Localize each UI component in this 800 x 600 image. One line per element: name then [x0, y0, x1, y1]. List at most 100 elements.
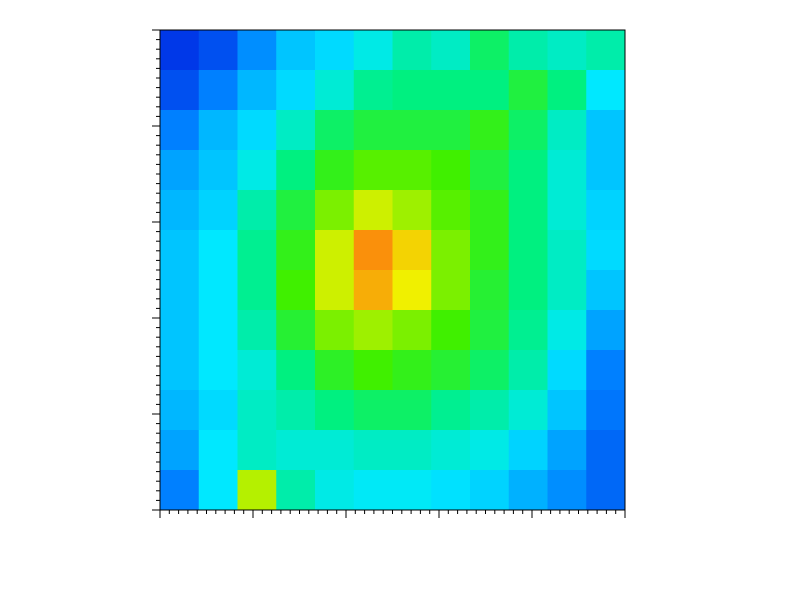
heatmap-cell — [353, 470, 393, 511]
heatmap-cell — [470, 350, 510, 391]
heatmap-cell — [315, 190, 355, 231]
heatmap-cell — [508, 30, 548, 71]
heatmap-cell — [392, 390, 432, 431]
heatmap-cell — [353, 270, 393, 311]
axis-ticks — [152, 29, 626, 518]
heatmap-cell — [237, 430, 277, 471]
heatmap-cell — [198, 30, 238, 71]
heatmap-cell — [160, 470, 200, 511]
heatmap-cell — [198, 230, 238, 271]
heatmap-cell — [470, 270, 510, 311]
heatmap-cell — [586, 310, 626, 351]
heatmap-cell — [586, 390, 626, 431]
heatmap-cell — [160, 270, 200, 311]
heatmap-cell — [353, 70, 393, 111]
heatmap-cell — [547, 350, 587, 391]
heatmap-cell — [315, 310, 355, 351]
heatmap-cell — [586, 190, 626, 231]
heatmap-cell — [160, 230, 200, 271]
heatmap-cell — [160, 350, 200, 391]
heatmap-cell — [508, 430, 548, 471]
heatmap-cell — [276, 470, 316, 511]
heatmap-cell — [470, 390, 510, 431]
heatmap-cell — [276, 430, 316, 471]
heatmap-cell — [353, 350, 393, 391]
heatmap-cell — [508, 390, 548, 431]
heatmap-cell — [508, 310, 548, 351]
heatmap-cell — [508, 190, 548, 231]
heatmap-cell — [198, 110, 238, 151]
heatmap-cell — [315, 110, 355, 151]
heatmap — [160, 30, 626, 511]
heatmap-cell — [508, 350, 548, 391]
heatmap-cell — [586, 230, 626, 271]
heatmap-cell — [198, 70, 238, 111]
heatmap-cell — [431, 110, 471, 151]
heatmap-cell — [237, 110, 277, 151]
heatmap-cell — [392, 110, 432, 151]
heatmap-cell — [237, 150, 277, 191]
heatmap-cell — [353, 430, 393, 471]
heatmap-cell — [586, 430, 626, 471]
heatmap-cell — [237, 350, 277, 391]
heatmap-cell — [315, 470, 355, 511]
heatmap-cell — [160, 390, 200, 431]
heatmap-cell — [237, 190, 277, 231]
heatmap-cell — [392, 30, 432, 71]
heatmap-cell — [276, 70, 316, 111]
heatmap-cell — [198, 270, 238, 311]
heatmap-cell — [586, 110, 626, 151]
heatmap-cell — [198, 430, 238, 471]
heatmap-cell — [276, 110, 316, 151]
heatmap-cell — [586, 270, 626, 311]
heatmap-cell — [508, 470, 548, 511]
heatmap-cell — [237, 390, 277, 431]
heatmap-cell — [353, 230, 393, 271]
heatmap-cell — [431, 350, 471, 391]
heatmap-cell — [547, 190, 587, 231]
heatmap-cell — [198, 150, 238, 191]
heatmap-cell — [276, 270, 316, 311]
heatmap-cell — [470, 190, 510, 231]
heatmap-cell — [547, 70, 587, 111]
heatmap-cell — [547, 230, 587, 271]
heatmap-cell — [237, 270, 277, 311]
heatmap-cell — [237, 30, 277, 71]
heatmap-cell — [315, 150, 355, 191]
heatmap-cell — [470, 30, 510, 71]
heatmap-cell — [547, 30, 587, 71]
heatmap-cell — [392, 430, 432, 471]
heatmap-cell — [508, 270, 548, 311]
heatmap-cell — [315, 230, 355, 271]
heatmap-cell — [198, 470, 238, 511]
heatmap-cell — [392, 230, 432, 271]
heatmap-cell — [315, 390, 355, 431]
heatmap-cell — [431, 150, 471, 191]
heatmap-cell — [470, 470, 510, 511]
heatmap-cell — [431, 190, 471, 231]
heatmap-cell — [160, 190, 200, 231]
heatmap-cell — [237, 70, 277, 111]
heatmap-cell — [353, 390, 393, 431]
heatmap-cell — [431, 390, 471, 431]
heatmap-cell — [431, 30, 471, 71]
heatmap-cell — [547, 390, 587, 431]
heatmap-cell — [547, 470, 587, 511]
heatmap-cell — [547, 430, 587, 471]
heatmap-cell — [237, 470, 277, 511]
heatmap-cell — [431, 430, 471, 471]
heatmap-cell — [547, 310, 587, 351]
heatmap-cell — [160, 310, 200, 351]
heatmap-cell — [276, 230, 316, 271]
heatmap-cell — [160, 30, 200, 71]
heatmap-cell — [431, 230, 471, 271]
heatmap-cell — [160, 110, 200, 151]
heatmap-cell — [315, 30, 355, 71]
heatmap-cell — [276, 310, 316, 351]
heatmap-cell — [392, 470, 432, 511]
heatmap-cell — [547, 270, 587, 311]
heatmap-cell — [353, 310, 393, 351]
heatmap-cell — [508, 70, 548, 111]
heatmap-cell — [392, 270, 432, 311]
